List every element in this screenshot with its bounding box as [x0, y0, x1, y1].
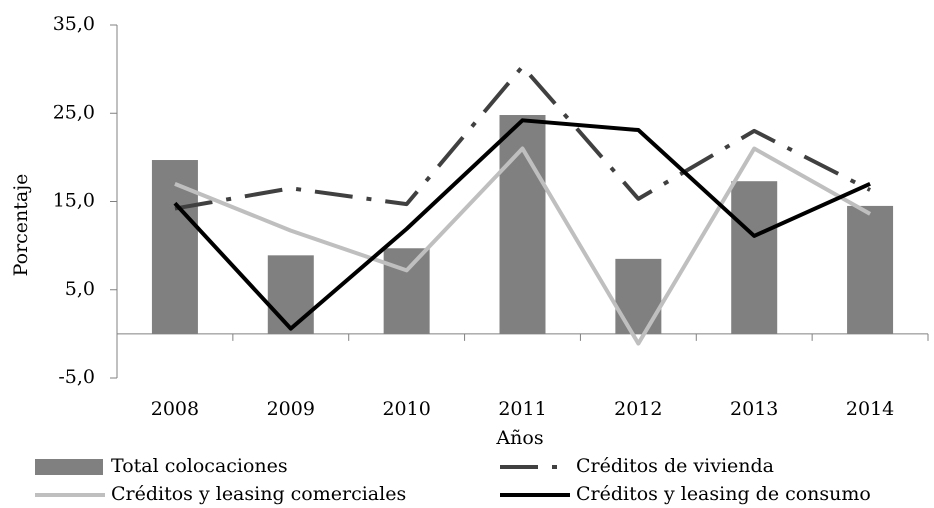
bar	[731, 181, 778, 334]
legend-label: Créditos y leasing de consumo	[576, 483, 871, 505]
bar	[267, 255, 314, 334]
legend-label: Créditos de vivienda	[576, 455, 774, 477]
y-tick-label: 25,0	[53, 101, 95, 123]
y-axis-title: Porcentaje	[10, 174, 32, 277]
y-tick-label: -5,0	[58, 366, 95, 388]
x-tick-label: 2009	[267, 398, 315, 420]
x-tick-label: 2012	[614, 398, 662, 420]
legend-label: Total colocaciones	[111, 455, 288, 477]
x-tick-label: 2010	[382, 398, 430, 420]
bar	[383, 248, 430, 334]
x-tick-label: 2011	[498, 398, 546, 420]
x-tick-label: 2008	[151, 398, 199, 420]
y-tick-label: 35,0	[53, 13, 95, 35]
bar	[615, 258, 662, 334]
x-axis-title: Años	[495, 427, 543, 449]
y-tick-label: 5,0	[65, 278, 95, 300]
line	[174, 64, 871, 211]
bar	[847, 205, 894, 334]
legend-swatch	[35, 459, 103, 475]
line	[174, 146, 872, 346]
x-tick-label: 2013	[730, 398, 778, 420]
legend-label: Créditos y leasing comerciales	[111, 483, 406, 505]
x-tick-label: 2014	[846, 398, 894, 420]
line	[173, 118, 871, 331]
bar	[151, 160, 198, 334]
y-tick-label: 15,0	[53, 190, 95, 212]
